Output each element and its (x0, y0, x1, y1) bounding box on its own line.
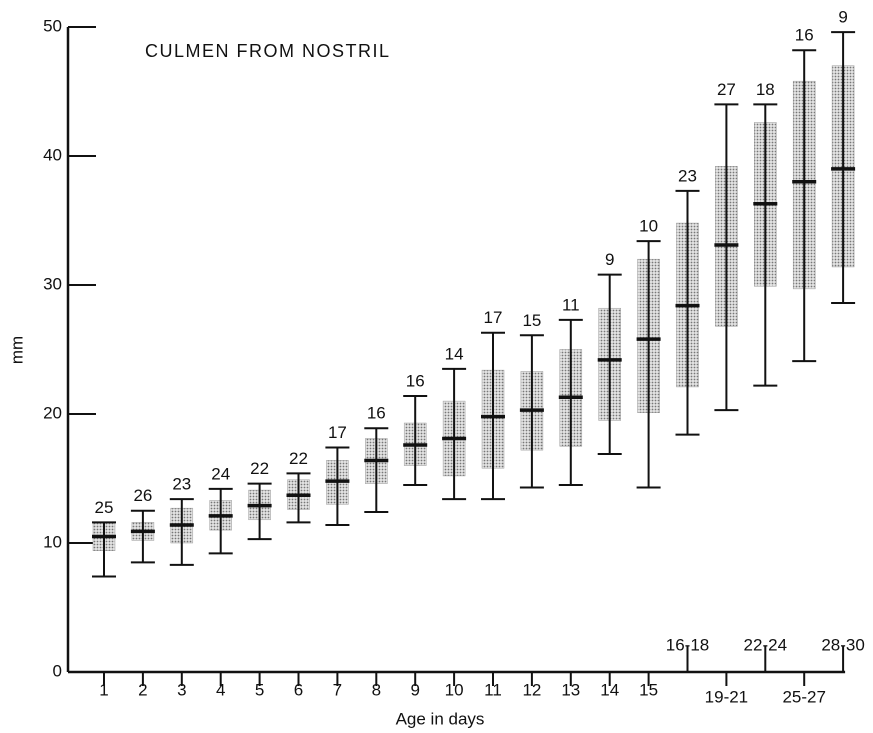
x-tick-label: 3 (177, 680, 186, 699)
sample-size: 22 (250, 459, 269, 478)
sample-size: 22 (289, 449, 308, 468)
x-tick-label: 19-21 (705, 687, 748, 706)
sample-size: 16 (795, 26, 814, 45)
y-tick-label: 20 (43, 403, 62, 422)
sample-size: 17 (484, 308, 503, 327)
sample-size: 26 (133, 486, 152, 505)
sample-size: 9 (605, 250, 614, 269)
sample-size: 11 (562, 295, 580, 314)
y-tick-label: 10 (43, 532, 62, 551)
x-tick-label: 11 (484, 680, 502, 699)
x-tick-label: 9 (410, 680, 419, 699)
x-tick-label: 13 (561, 680, 580, 699)
x-tick-label: 5 (255, 680, 264, 699)
x-tick-label: 22-24 (744, 635, 787, 654)
x-tick-label: 12 (522, 680, 541, 699)
x-tick-label: 1 (99, 680, 108, 699)
y-axis-label: mm (7, 336, 26, 364)
sample-size: 27 (717, 80, 736, 99)
x-tick-label: 25-27 (782, 687, 825, 706)
sample-size: 16 (367, 404, 386, 423)
sample-size: 23 (678, 166, 697, 185)
x-tick-label: 15 (639, 680, 658, 699)
x-tick-label: 4 (216, 680, 225, 699)
y-tick-label: 0 (53, 661, 62, 680)
sample-size: 17 (328, 423, 347, 442)
x-tick-label: 28-30 (821, 635, 864, 654)
x-tick-label: 14 (600, 680, 619, 699)
sample-size: 15 (522, 311, 541, 330)
sample-size: 10 (639, 217, 658, 236)
sample-size: 23 (172, 475, 191, 494)
sample-size: 16 (406, 371, 425, 390)
x-tick-label: 16-18 (666, 635, 709, 654)
x-axis-label: Age in days (396, 709, 485, 728)
x-tick-label: 2 (138, 680, 147, 699)
x-tick-label: 10 (445, 680, 464, 699)
y-tick-label: 40 (43, 145, 62, 164)
y-tick-label: 50 (43, 16, 62, 35)
sample-size: 24 (211, 464, 230, 483)
sample-size: 25 (95, 498, 114, 517)
x-tick-label: 8 (372, 680, 381, 699)
y-tick-label: 30 (43, 274, 62, 293)
sample-size: 14 (445, 344, 464, 363)
sample-size: 18 (756, 80, 775, 99)
x-tick-label: 7 (333, 680, 342, 699)
sample-size: 9 (838, 8, 847, 27)
x-tick-label: 6 (294, 680, 303, 699)
chart-title: CULMEN FROM NOSTRIL (145, 41, 391, 61)
